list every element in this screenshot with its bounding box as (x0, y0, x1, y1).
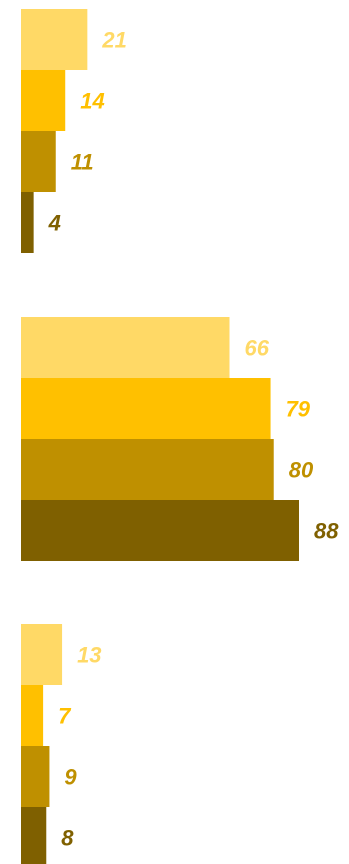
bar-value-label: 80 (289, 458, 314, 483)
bar-3-3 (21, 746, 50, 807)
bar-2-2 (21, 378, 271, 439)
bar-value-label: 66 (245, 336, 270, 361)
bar-value-label: 4 (48, 211, 61, 236)
bar-chart-3: 13 7 9 8 (21, 624, 102, 864)
bar-value-label: 88 (314, 519, 339, 544)
bar-value-label: 21 (101, 28, 126, 53)
bar-1-3 (21, 131, 56, 192)
bar-value-label: 13 (77, 643, 101, 668)
bar-3-4 (21, 807, 47, 864)
bar-value-label: 79 (286, 397, 311, 422)
bar-1-4 (21, 192, 34, 253)
bar-2-1 (21, 317, 230, 378)
bar-2-4 (21, 500, 299, 561)
bar-3-2 (21, 685, 44, 746)
bar-value-label: 11 (71, 150, 94, 175)
bar-chart-2: 66 79 80 88 (21, 317, 339, 561)
bar-value-label: 14 (80, 89, 104, 114)
bar-2-3 (21, 439, 274, 500)
bar-value-label: 7 (58, 704, 72, 729)
bar-1-1 (21, 9, 88, 70)
bar-1-2 (21, 70, 66, 131)
bar-value-label: 8 (61, 826, 74, 851)
bar-value-label: 9 (64, 765, 77, 790)
bar-3-1 (21, 624, 63, 685)
bar-chart-1: 21 14 11 4 (21, 9, 127, 253)
